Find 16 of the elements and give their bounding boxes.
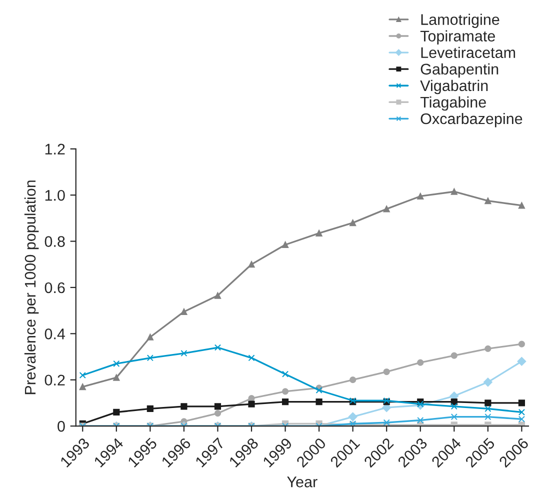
legend-label: Vigabatrin [420,80,488,94]
y-tick-label: 0.2 [44,374,65,386]
y-tick-label: 0.8 [44,236,65,247]
y-tick-label: 1.2 [45,144,65,154]
y-axis-title: Prevalence per 1000 population [24,180,39,394]
y-tick-label: 1.0 [45,190,65,201]
legend-label: Topiramate [420,30,495,45]
x-axis-title: Year [287,476,318,488]
legend-label: Tiagabine [420,96,486,111]
y-tick-label: 0.4 [44,328,66,340]
legend-label: Levetiracetam [421,46,516,58]
y-tick-label: 0.6 [44,282,65,294]
legend-label: Oxcarbazepine [420,112,522,128]
y-tick-label: 0 [58,420,65,432]
legend-label: Lamotrigine [421,14,500,28]
legend-label: Gabapentin [420,63,498,78]
